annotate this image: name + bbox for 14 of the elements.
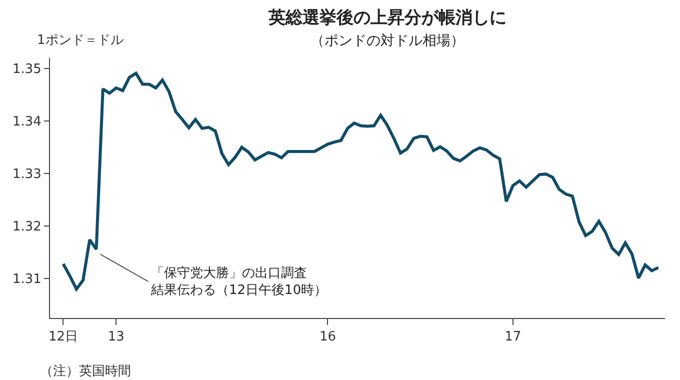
x-tick-label: 12日 xyxy=(48,330,78,345)
annotation: 「保守党大勝」の出口調査結果伝わる（12日午後10時） xyxy=(150,266,328,298)
x-tick-label: 13 xyxy=(108,330,124,345)
chart-title: 英総選挙後の上昇分が帳消しに xyxy=(268,8,507,28)
y-tick-label: 1.35 xyxy=(12,62,42,78)
y-tick-label: 1.31 xyxy=(12,272,42,288)
y-tick-label: 1.34 xyxy=(12,114,42,130)
y-axis-title: 1ポンド＝ドル xyxy=(37,33,124,48)
chart-subtitle: （ポンドの対ドル相場） xyxy=(310,32,465,49)
text: （注）英国時間 xyxy=(40,364,131,379)
y-tick-label: 1.33 xyxy=(12,167,42,182)
y-tick-label: 1.32 xyxy=(12,220,42,235)
x-tick-label: 17 xyxy=(504,330,522,345)
x-tick-label: 16 xyxy=(319,330,336,345)
